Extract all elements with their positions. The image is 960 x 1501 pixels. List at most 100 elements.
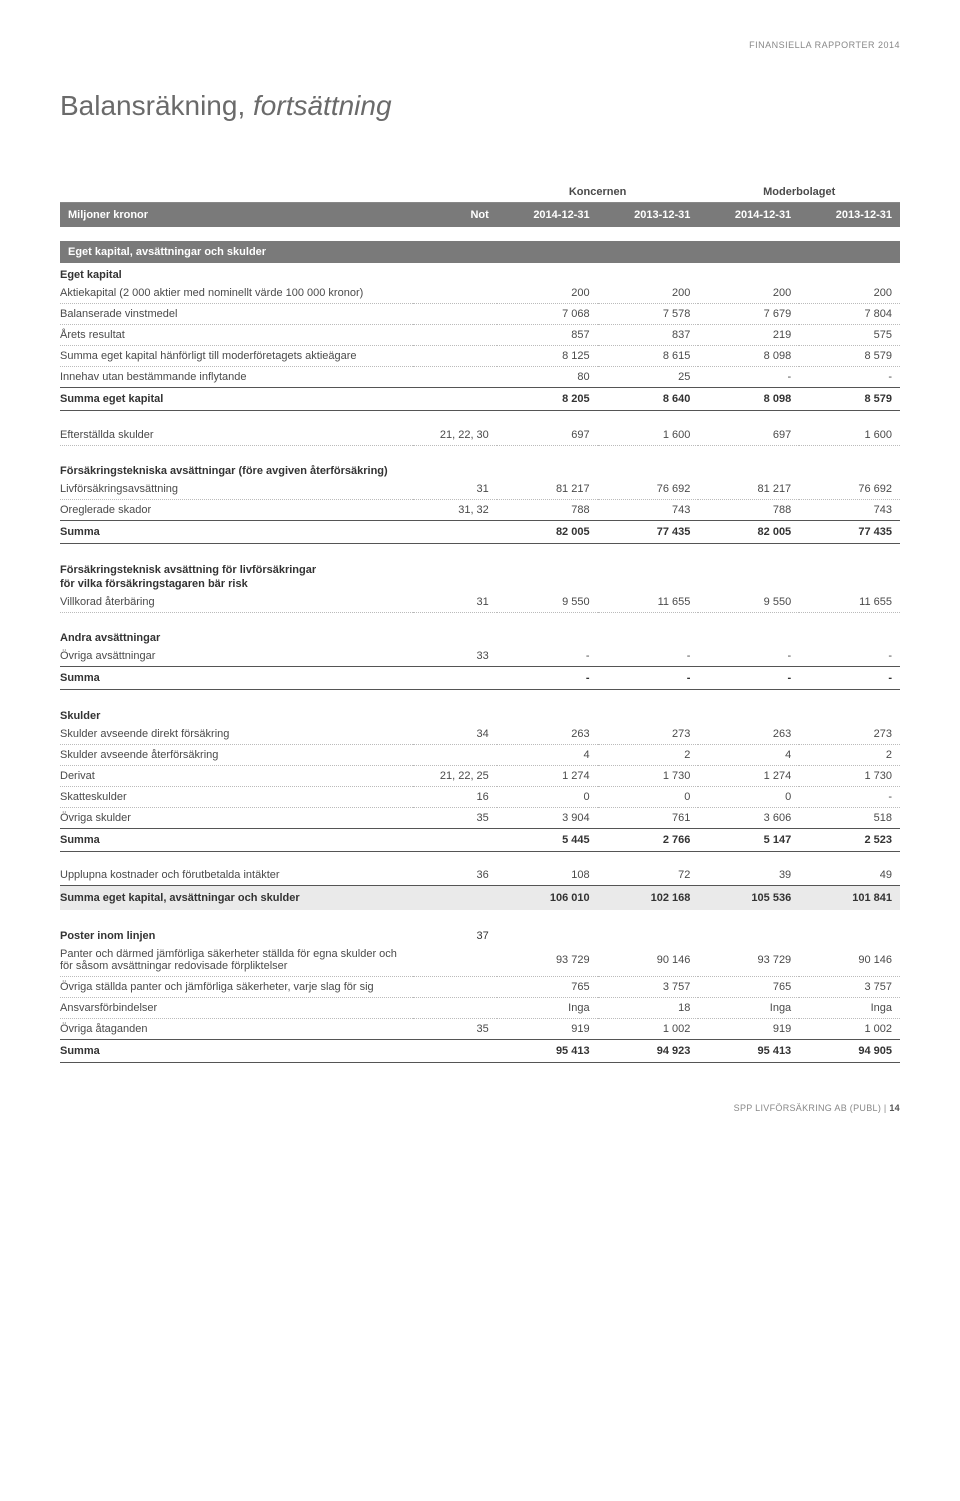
- row-label: Skatteskulder: [60, 786, 413, 807]
- cell: 7 804: [799, 304, 900, 325]
- doc-header: FINANSIELLA RAPPORTER 2014: [60, 40, 900, 50]
- cell: 765: [698, 977, 799, 998]
- sum-label: Summa: [60, 667, 413, 690]
- row-label: Panter och därmed jämförliga säkerheter …: [60, 944, 413, 977]
- row-label: Ansvarsförbindelser: [60, 998, 413, 1019]
- cell: 82 005: [698, 521, 799, 544]
- row-label: Innehav utan bestämmande inflytande: [60, 367, 413, 388]
- cell: 0: [698, 786, 799, 807]
- cell: 94 923: [598, 1040, 699, 1063]
- cell: 3 757: [799, 977, 900, 998]
- cell: 200: [497, 283, 598, 304]
- cell: 765: [497, 977, 598, 998]
- cell: 697: [497, 425, 598, 446]
- cell: 93 729: [497, 944, 598, 977]
- cell-not: 31: [413, 479, 497, 500]
- cell-not: 33: [413, 646, 497, 667]
- cell: 2 523: [799, 828, 900, 851]
- footer-page: 14: [889, 1103, 900, 1113]
- cell: 49: [799, 865, 900, 886]
- cell: -: [497, 646, 598, 667]
- cell: 3 904: [497, 807, 598, 828]
- row-label: Villkorad återbäring: [60, 592, 413, 613]
- cell: 2: [799, 744, 900, 765]
- row-label: Skulder avseende återförsäkring: [60, 744, 413, 765]
- cell: 200: [799, 283, 900, 304]
- cell-not: 21, 22, 30: [413, 425, 497, 446]
- page-footer: SPP LIVFÖRSÄKRING AB (PUBL) | 14: [60, 1103, 900, 1113]
- cell: -: [799, 646, 900, 667]
- cell: 263: [698, 724, 799, 745]
- cell: 11 655: [598, 592, 699, 613]
- cell: 8 098: [698, 388, 799, 411]
- cell: 94 905: [799, 1040, 900, 1063]
- col-c4: 2013-12-31: [799, 203, 900, 228]
- cell: 90 146: [799, 944, 900, 977]
- cell: 743: [598, 500, 699, 521]
- cell: 919: [497, 1019, 598, 1040]
- cell: Inga: [497, 998, 598, 1019]
- cell: 5 445: [497, 828, 598, 851]
- cell: Inga: [799, 998, 900, 1019]
- cell: 101 841: [799, 886, 900, 911]
- cell: -: [698, 646, 799, 667]
- cell: 106 010: [497, 886, 598, 911]
- cell: -: [799, 367, 900, 388]
- cell: 90 146: [598, 944, 699, 977]
- cell: 4: [698, 744, 799, 765]
- cell: 7 679: [698, 304, 799, 325]
- bigsum-label: Summa eget kapital, avsättningar och sku…: [60, 886, 413, 911]
- cell: 263: [497, 724, 598, 745]
- cell: 105 536: [698, 886, 799, 911]
- cell-not: 31: [413, 592, 497, 613]
- cell: 8 205: [497, 388, 598, 411]
- row-label: Derivat: [60, 765, 413, 786]
- col-c1: 2014-12-31: [497, 203, 598, 228]
- cell: 18: [598, 998, 699, 1019]
- cell: -: [497, 667, 598, 690]
- subhead-andra: Andra avsättningar: [60, 626, 900, 646]
- cell: -: [799, 667, 900, 690]
- cell: 788: [698, 500, 799, 521]
- cell: 273: [598, 724, 699, 745]
- cell: 2: [598, 744, 699, 765]
- cell-not: 37: [413, 924, 497, 944]
- cell: 39: [698, 865, 799, 886]
- cell-not: 34: [413, 724, 497, 745]
- cell: 2 766: [598, 828, 699, 851]
- cell: 200: [698, 283, 799, 304]
- cell: 1 600: [598, 425, 699, 446]
- cell: 8 579: [799, 388, 900, 411]
- cell: 76 692: [799, 479, 900, 500]
- cell-not: 36: [413, 865, 497, 886]
- cell: 1 730: [598, 765, 699, 786]
- cell: 108: [497, 865, 598, 886]
- cell: 1 730: [799, 765, 900, 786]
- cell: -: [698, 367, 799, 388]
- cell: 3 606: [698, 807, 799, 828]
- col-c3: 2014-12-31: [698, 203, 799, 228]
- cell: 81 217: [497, 479, 598, 500]
- cell: 837: [598, 325, 699, 346]
- cell: 8 615: [598, 346, 699, 367]
- cell: 76 692: [598, 479, 699, 500]
- cell: 575: [799, 325, 900, 346]
- cell: -: [698, 667, 799, 690]
- cell: -: [799, 786, 900, 807]
- sum-label: Summa: [60, 521, 413, 544]
- row-label: Upplupna kostnader och förutbetalda intä…: [60, 865, 413, 886]
- cell: 7 578: [598, 304, 699, 325]
- subhead-poster: Poster inom linjen: [60, 924, 413, 944]
- cell: 72: [598, 865, 699, 886]
- cell: 219: [698, 325, 799, 346]
- sum-label: Summa eget kapital: [60, 388, 413, 411]
- cell: 1 274: [497, 765, 598, 786]
- subhead-egetkapital: Eget kapital: [60, 263, 900, 283]
- cell: 9 550: [497, 592, 598, 613]
- col-rowlabel: Miljoner kronor: [60, 203, 413, 228]
- cell: 1 274: [698, 765, 799, 786]
- cell: 8 098: [698, 346, 799, 367]
- row-label: Årets resultat: [60, 325, 413, 346]
- subhead-ftek: Försäkringstekniska avsättningar (före a…: [60, 459, 900, 479]
- page-title: Balansräkning, fortsättning: [60, 90, 900, 122]
